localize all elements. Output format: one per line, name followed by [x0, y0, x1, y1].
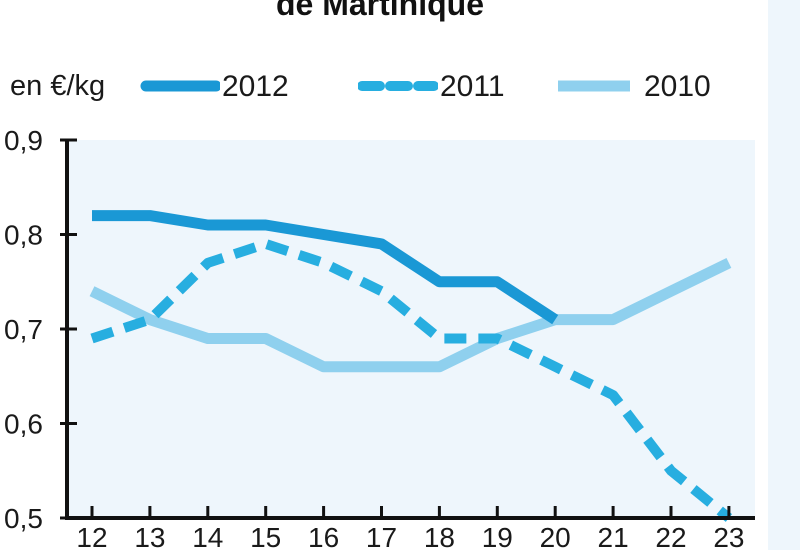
x-tick-label-17: 17: [366, 522, 397, 550]
unit-label: en €/kg: [10, 70, 106, 102]
series-line-2010: [89, 257, 732, 373]
x-tick-label-18: 18: [424, 522, 455, 550]
legend-label-2011: 2011: [440, 70, 505, 103]
legend-item-2010: 2010: [556, 62, 716, 106]
y-tick-label-0: 0,5: [4, 503, 43, 534]
chart-title: de Martinique: [275, 0, 484, 22]
x-tick-label-22: 22: [655, 522, 686, 550]
y-tick-label-3: 0,8: [4, 220, 43, 251]
x-tick-label-21: 21: [598, 522, 629, 550]
x-tick-label-20: 20: [540, 522, 571, 550]
legend-swatch-2010: [558, 80, 630, 92]
y-tick-label-1: 0,6: [4, 409, 43, 440]
x-tick-label-16: 16: [308, 522, 339, 550]
legend-label-2010: 2010: [644, 70, 711, 103]
legend-label-2012: 2012: [222, 70, 289, 103]
x-tick-label-19: 19: [482, 522, 513, 550]
series-line-2012: [92, 210, 559, 325]
series-layer: [89, 210, 733, 522]
legend-item-2012: 2012: [140, 62, 300, 106]
x-tick-label-12: 12: [76, 522, 107, 550]
x-tick-label-23: 23: [713, 522, 744, 550]
y-tick-label-2: 0,7: [4, 314, 43, 345]
legend-swatch-2012: [140, 80, 220, 92]
x-tick-label-15: 15: [250, 522, 281, 550]
x-tick-label-13: 13: [134, 522, 165, 550]
legend-swatch-2011: [358, 81, 438, 91]
y-tick-label-4: 0,9: [4, 125, 43, 156]
ticks-layer: 12 13 14 15 16 17 18 19 20 21 22 23 0,5 0,6 0,7 0,8 0,9: [4, 125, 744, 550]
background-strip: [768, 0, 800, 550]
legend-item-2011: 2011: [358, 62, 518, 106]
x-tick-label-14: 14: [192, 522, 223, 550]
